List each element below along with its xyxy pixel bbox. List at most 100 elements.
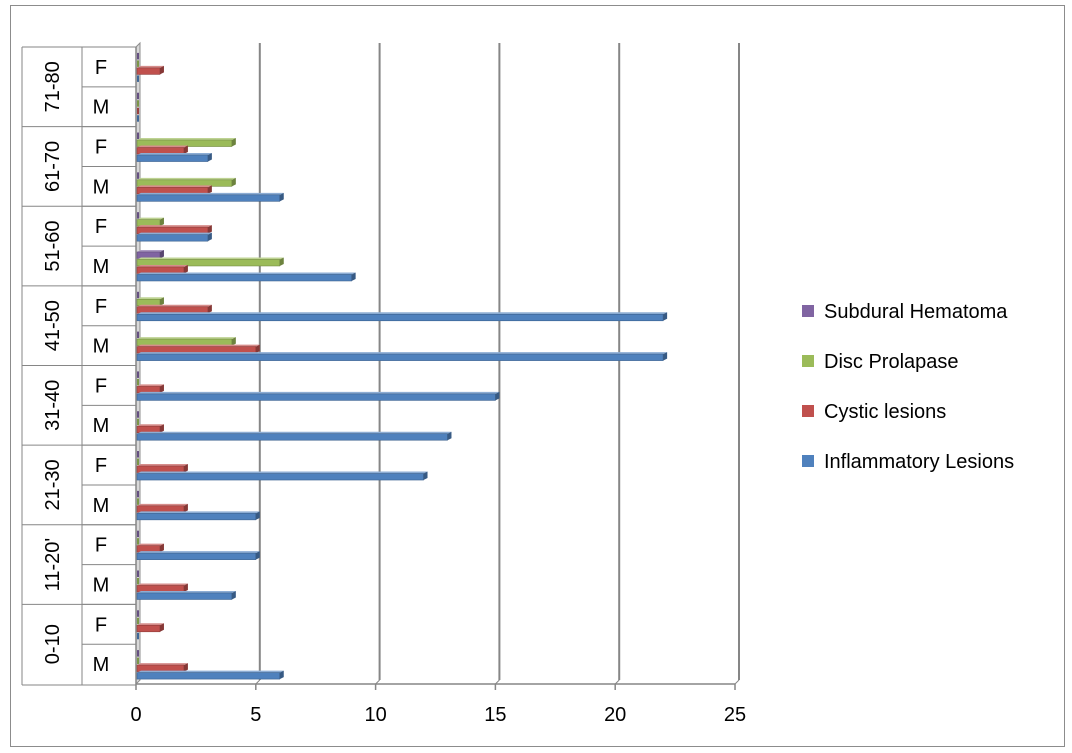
bar-end-face — [183, 583, 188, 592]
bar-end-face — [663, 352, 668, 361]
x-tick-label: 25 — [724, 704, 746, 726]
age-group-label: 0-10 — [42, 624, 64, 664]
bar-zero — [137, 530, 139, 538]
bar — [136, 67, 161, 75]
bar-top-face — [137, 225, 212, 228]
bar-zero — [137, 100, 139, 107]
bar-top-face — [137, 471, 428, 474]
bar — [136, 274, 352, 282]
chart-area — [10, 5, 1065, 747]
x-tick-label: 5 — [250, 704, 261, 726]
bar-end-face — [159, 65, 164, 75]
bar-zero — [137, 577, 139, 585]
age-group-label: 31-40 — [42, 380, 64, 431]
bar-zero — [137, 650, 139, 657]
bar-zero — [137, 458, 139, 466]
bar-zero — [137, 212, 139, 219]
bar-zero — [137, 610, 139, 617]
sex-label: F — [95, 296, 107, 318]
age-group-label: 71-80 — [42, 61, 64, 112]
bar-top-face — [137, 249, 164, 252]
bar-top-face — [137, 138, 236, 141]
bar-zero — [137, 52, 139, 60]
sex-label: M — [93, 495, 110, 517]
age-group-label: 41-50 — [42, 300, 64, 351]
bar-zero — [137, 632, 139, 640]
sex-label: F — [95, 216, 107, 238]
bar-zero — [137, 115, 139, 122]
bar-top-face — [137, 257, 284, 260]
bar-end-face — [183, 503, 188, 513]
bar-top-face — [137, 65, 164, 68]
sex-label: M — [93, 176, 110, 198]
bar-top-face — [137, 464, 188, 467]
bar-zero — [137, 538, 139, 545]
bar-end-face — [351, 272, 356, 281]
bar-top-face — [137, 583, 188, 586]
legend-swatch — [802, 355, 814, 367]
bar-end-face — [159, 543, 164, 553]
x-tick-label: 15 — [484, 704, 506, 726]
bar — [136, 234, 209, 242]
bar-zero — [137, 371, 139, 378]
bar-zero — [137, 498, 139, 505]
bar — [136, 313, 664, 322]
bar-top-face — [137, 272, 356, 275]
bar-end-face — [207, 304, 212, 314]
bar-end-face — [231, 177, 236, 187]
bar — [136, 433, 448, 441]
bar-end-face — [159, 249, 164, 259]
bar-zero — [137, 291, 139, 299]
bar-zero — [137, 132, 139, 140]
bar-end-face — [183, 663, 188, 672]
bar-zero — [137, 172, 139, 179]
bar-end-face — [279, 257, 284, 266]
bar-zero — [137, 617, 139, 625]
bar-end-face — [159, 424, 164, 433]
bar-top-face — [137, 312, 668, 315]
bar-end-face — [279, 670, 284, 680]
bar — [136, 353, 664, 361]
bar-top-face — [137, 663, 188, 666]
bar-top-face — [137, 264, 188, 267]
bar-end-face — [159, 297, 164, 306]
bar — [136, 672, 281, 680]
sex-label: F — [95, 535, 107, 557]
bar-end-face — [255, 344, 260, 354]
sex-label: F — [95, 455, 107, 477]
bar-end-face — [423, 471, 428, 481]
bar-end-face — [663, 312, 668, 321]
bar-top-face — [137, 352, 668, 355]
sex-label: M — [93, 256, 110, 278]
bar-top-face — [137, 623, 164, 626]
bar-zero — [137, 60, 139, 67]
sex-label: M — [93, 97, 110, 119]
bar-top-face — [137, 503, 188, 506]
bar-end-face — [207, 153, 212, 162]
bar-zero — [137, 490, 139, 498]
bar-top-face — [137, 431, 452, 434]
bar-end-face — [207, 185, 212, 194]
bar-top-face — [137, 511, 260, 514]
bar-zero — [137, 331, 139, 339]
sex-label: M — [93, 574, 110, 596]
sex-label: M — [93, 415, 110, 437]
legend-label: Inflammatory Lesions — [824, 451, 1014, 473]
legend-label: Disc Prolapase — [824, 351, 959, 373]
bar-top-face — [137, 590, 236, 593]
bar-top-face — [137, 297, 164, 300]
bar-zero — [137, 92, 139, 100]
bar-end-face — [231, 337, 236, 346]
sex-label: F — [95, 57, 107, 79]
bar-end-face — [207, 225, 212, 234]
bar-zero — [137, 411, 139, 418]
age-group-label: 61-70 — [42, 141, 64, 192]
age-group-label: 51-60 — [42, 220, 64, 271]
bar-top-face — [137, 153, 212, 156]
sex-label: F — [95, 137, 107, 159]
bar — [136, 624, 161, 633]
legend-label: Cystic lesions — [824, 401, 946, 423]
bar-top-face — [137, 543, 164, 546]
bar-top-face — [137, 185, 212, 188]
bar-top-face — [137, 145, 188, 148]
